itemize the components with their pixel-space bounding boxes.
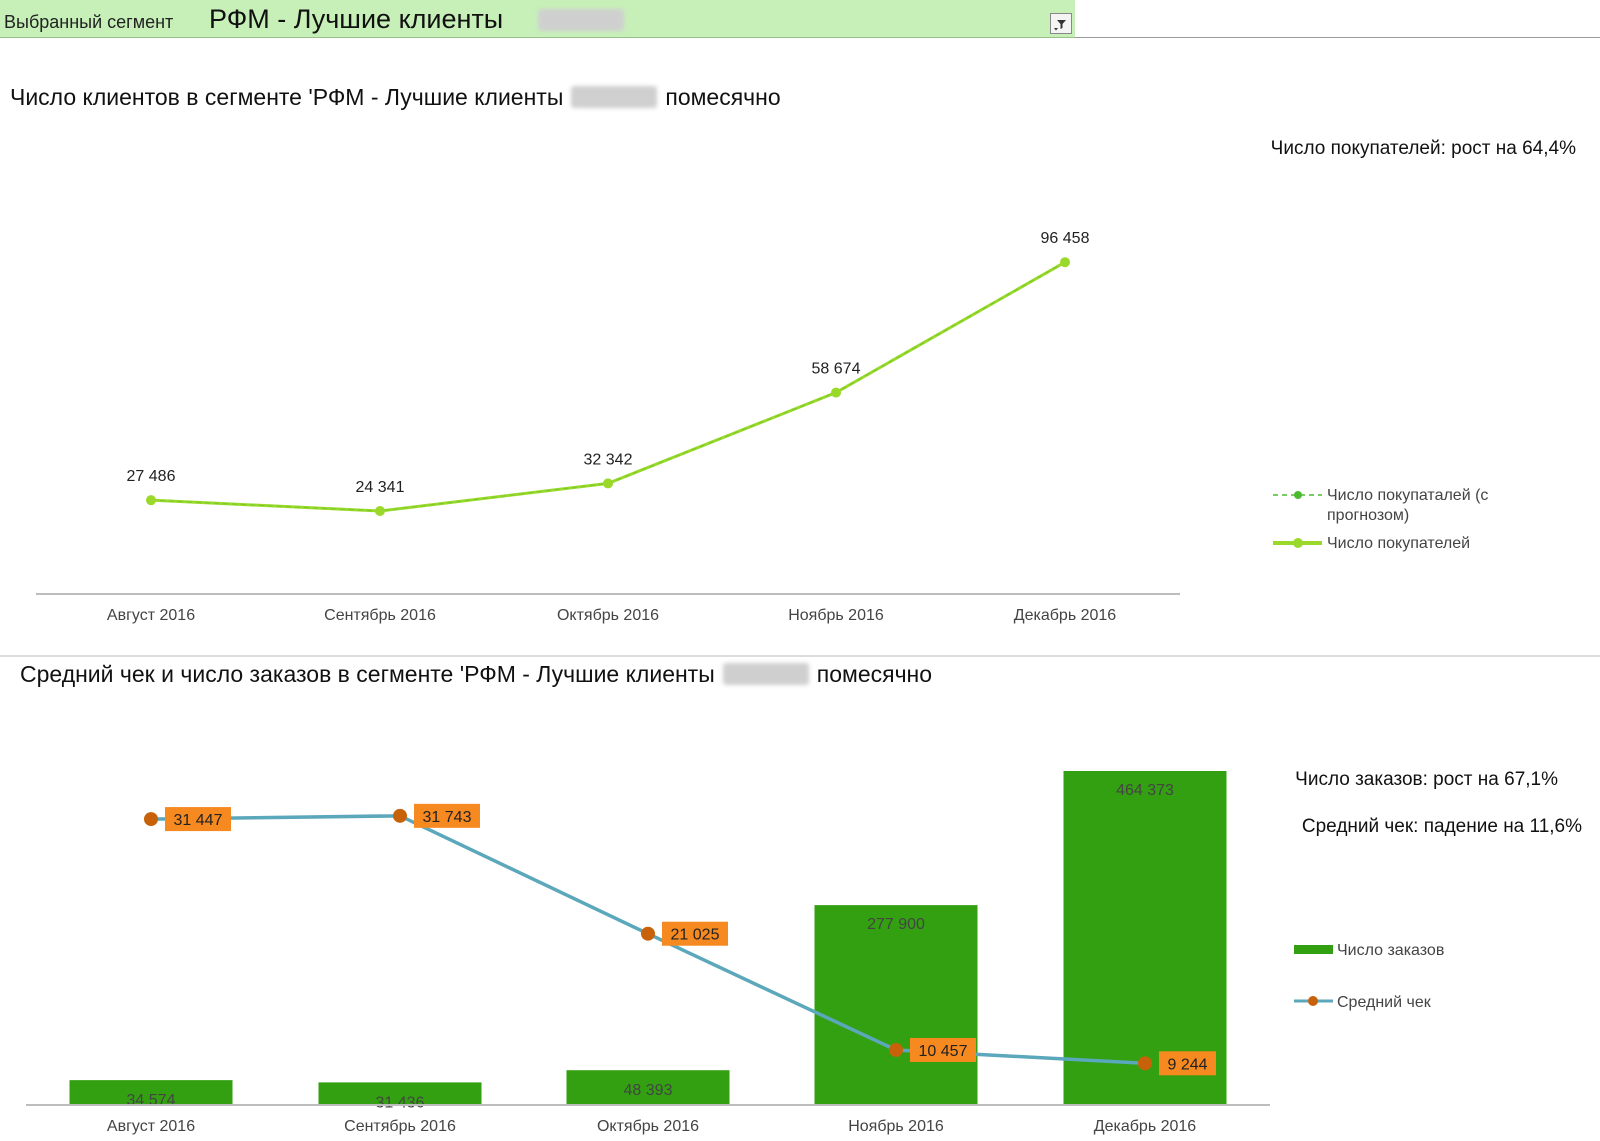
customers-point [1060,257,1070,268]
avg-check-point [144,812,158,827]
legend-customers-label: Число покупателей [1327,535,1470,552]
avg-check-label-box [910,1037,976,1062]
avg-check-label-box [414,803,480,828]
orders-bar-label: 277 900 [867,916,925,933]
customers-data-label: 96 458 [1041,230,1090,247]
customers-growth-note: Число покупателей: рост на 64,4% [1270,138,1576,159]
customers-point [375,506,385,517]
legend-customers-marker [1293,538,1303,548]
orders-bar [318,1082,482,1105]
customers-line-chart: Август 2016 Сентябрь 2016 Октябрь 2016 Нояб… [36,230,1488,624]
customers-chart-title: Число клиентов в сегменте 'РФМ - Лучшие … [10,84,781,111]
avg-check-decline-note: Средний чек: падение на 11,6% [1301,816,1582,837]
avg-check-label-box [662,921,728,946]
customers-data-label: 24 341 [356,479,405,496]
orders-chart-title: Средний чек и число заказов в сегменте '… [20,661,932,688]
orders-bar [1063,771,1227,1105]
customers-point [146,495,156,506]
customers-chart-title-prefix: Число клиентов в сегменте 'РФМ - Лучшие … [10,84,564,110]
customers-chart-title-blurred [571,86,658,108]
orders-bar-label: 31 436 [376,1094,425,1111]
avg-check-label-box [165,807,231,832]
avg-check-data-label: 21 025 [671,927,720,944]
x-tick-label: Август 2016 [107,1118,195,1135]
customers-data-label: 32 342 [584,451,633,468]
avg-check-point [889,1042,903,1057]
legend-orders-swatch [1294,945,1333,954]
x-tick-label: Сентябрь 2016 [344,1118,456,1135]
orders-bar-label: 48 393 [624,1082,673,1099]
x-tick-label: Октябрь 2016 [557,607,659,624]
filter-icon[interactable] [1050,13,1072,34]
forecast-series-line [150,261,1066,512]
legend-avg-check-label: Средний чек [1337,994,1432,1011]
x-tick-label: Ноябрь 2016 [788,607,884,624]
customers-point [603,478,613,489]
legend-orders-label: Число заказов [1337,942,1444,959]
legend-forecast-label: Число покупаталей (с прогнозом) [1327,487,1488,524]
avg-check-point [393,808,407,823]
customers-chart-panel: Число клиентов в сегменте 'РФМ - Лучшие … [10,84,1576,159]
orders-bar-label: 34 574 [127,1092,176,1109]
customers-data-label: 27 486 [127,468,176,485]
avg-check-data-label: 9 244 [1167,1056,1207,1073]
orders-chart-panel: Средний чек и число заказов в сегменте '… [0,657,1600,1141]
avg-check-data-label: 10 457 [919,1043,968,1060]
customers-point [831,387,841,398]
x-tick-label: Октябрь 2016 [597,1118,699,1135]
avg-check-point [641,926,655,941]
segment-bar-underline [1075,37,1600,38]
orders-growth-note: Число заказов: рост на 67,1% [1295,769,1558,790]
orders-chart-title-suffix: помесячно [816,661,933,687]
x-tick-label: Декабрь 2016 [1014,607,1117,624]
orders-chart-title-prefix: Средний чек и число заказов в сегменте '… [20,661,715,687]
legend-forecast-marker [1294,491,1302,499]
segment-selector-bar: Выбранный сегмент РФМ - Лучшие клиенты [0,0,1075,38]
x-tick-label: Сентябрь 2016 [324,607,436,624]
orders-bar [69,1080,233,1105]
orders-chart-title-blurred [722,663,809,685]
x-tick-label: Декабрь 2016 [1094,1118,1197,1135]
panel-divider [0,655,1600,657]
x-tick-label: Август 2016 [107,607,195,624]
segment-blurred-text [538,9,624,31]
avg-check-label-box [1159,1051,1216,1076]
x-tick-label: Ноябрь 2016 [848,1118,944,1135]
avg-check-point [1138,1056,1152,1071]
segment-label: Выбранный сегмент [4,12,174,32]
legend-avg-check-marker [1308,996,1318,1006]
orders-bar-label: 464 373 [1116,782,1174,799]
customers-chart-title-suffix: помесячно [665,84,781,110]
avg-check-data-label: 31 743 [423,809,472,826]
orders-bar [814,905,978,1105]
avg-check-data-label: 31 447 [174,812,223,829]
orders-bar [566,1070,730,1105]
customers-data-label: 58 674 [812,361,861,378]
segment-value[interactable]: РФМ - Лучшие клиенты [209,4,504,34]
